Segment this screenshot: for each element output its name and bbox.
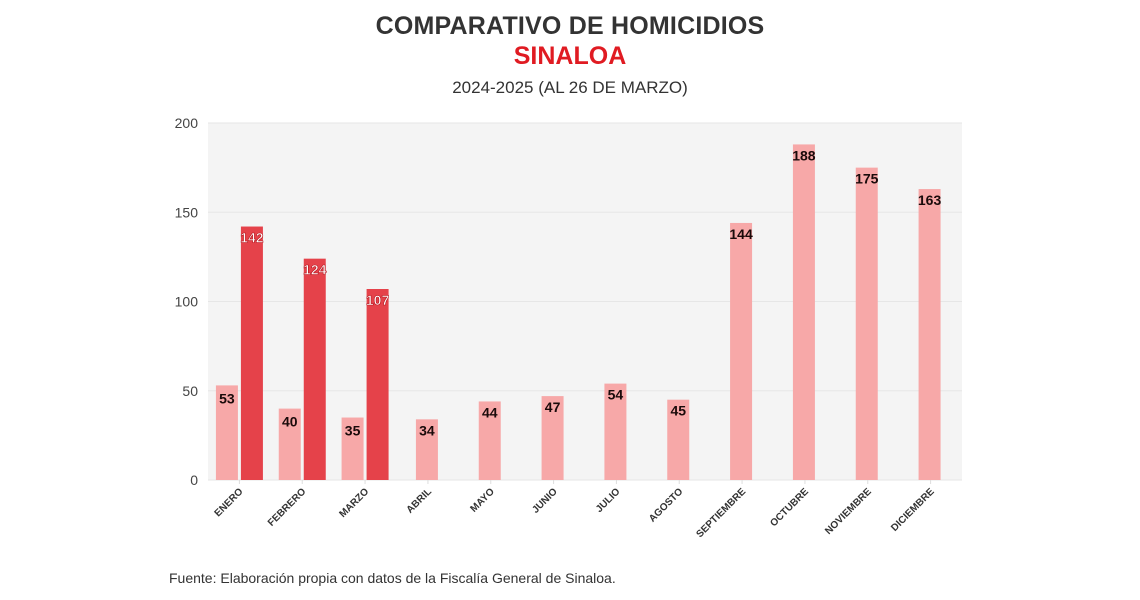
data-label-2024: 175: [855, 171, 879, 187]
data-label-2024: 44: [482, 404, 498, 420]
data-label-2024: 53: [219, 390, 235, 406]
data-label-2025: 124: [303, 262, 327, 278]
bar-2024: [730, 222, 753, 480]
x-tick-label: NOVIEMBRE: [823, 486, 874, 537]
x-tick-label: OCTUBRE: [768, 486, 811, 529]
data-label-2024: 34: [419, 422, 435, 438]
data-label-2024: 163: [918, 192, 942, 208]
bar-2024: [667, 399, 690, 480]
x-tick-label: AGOSTO: [647, 486, 685, 524]
x-tick-label: ENERO: [213, 486, 246, 519]
bar-2024: [918, 189, 941, 481]
source-note: Fuente: Elaboración propia con datos de …: [169, 570, 616, 586]
bar-2025: [240, 226, 263, 480]
y-tick-label: 100: [175, 294, 199, 310]
bar-2024: [792, 144, 815, 481]
chart-title: COMPARATIVO DE HOMICIDIOS: [375, 12, 765, 40]
bar-2024: [415, 419, 438, 480]
x-tick-label: MARZO: [337, 486, 371, 520]
bar-2024: [215, 385, 238, 480]
bar-2024: [478, 401, 501, 480]
data-label-2024: 54: [608, 387, 624, 403]
data-label-2024: 45: [670, 403, 686, 419]
data-labels: 53 142 40 124 35 107 34 44 47 54 45 144 188 175 163: [219, 147, 941, 438]
data-label-2024: 47: [545, 399, 561, 415]
x-tick-label: JUNIO: [530, 486, 560, 516]
bar-2024: [341, 417, 364, 480]
x-axis-ticks: ENERO FEBRERO MARZO ABRIL MAYO JUNIO JULIO AGOS…: [213, 480, 937, 540]
y-tick-label: 200: [175, 115, 199, 131]
y-tick-label: 150: [175, 204, 199, 220]
bar-2024: [541, 396, 564, 480]
x-tick-label: FEBRERO: [266, 486, 309, 529]
chart-subtitle: SINALOA: [513, 42, 627, 70]
bar-2025: [366, 289, 389, 480]
data-label-2025: 142: [240, 230, 264, 246]
x-tick-label: MAYO: [469, 486, 497, 514]
bar-2025: [303, 258, 326, 480]
chart-period: 2024-2025 (AL 26 DE MARZO): [452, 78, 688, 97]
bar-2024: [278, 408, 301, 480]
y-axis-ticks: 0 50 100 150 200: [175, 115, 199, 488]
data-label-2024: 144: [729, 226, 753, 242]
bars: [215, 144, 941, 481]
data-label-2024: 40: [282, 414, 298, 430]
data-label-2025: 107: [366, 292, 390, 308]
x-tick-label: JULIO: [594, 486, 623, 515]
bar-2024: [855, 167, 878, 480]
y-tick-label: 0: [190, 472, 198, 488]
y-tick-label: 50: [182, 383, 198, 399]
gridlines: [208, 122, 962, 481]
x-tick-label: DICIEMBRE: [889, 486, 937, 534]
data-label-2024: 35: [345, 423, 361, 439]
x-tick-label: ABRIL: [405, 486, 434, 515]
bar-2024: [604, 383, 627, 480]
x-tick-label: SEPTIEMBRE: [694, 486, 748, 540]
data-label-2024: 188: [792, 147, 816, 163]
